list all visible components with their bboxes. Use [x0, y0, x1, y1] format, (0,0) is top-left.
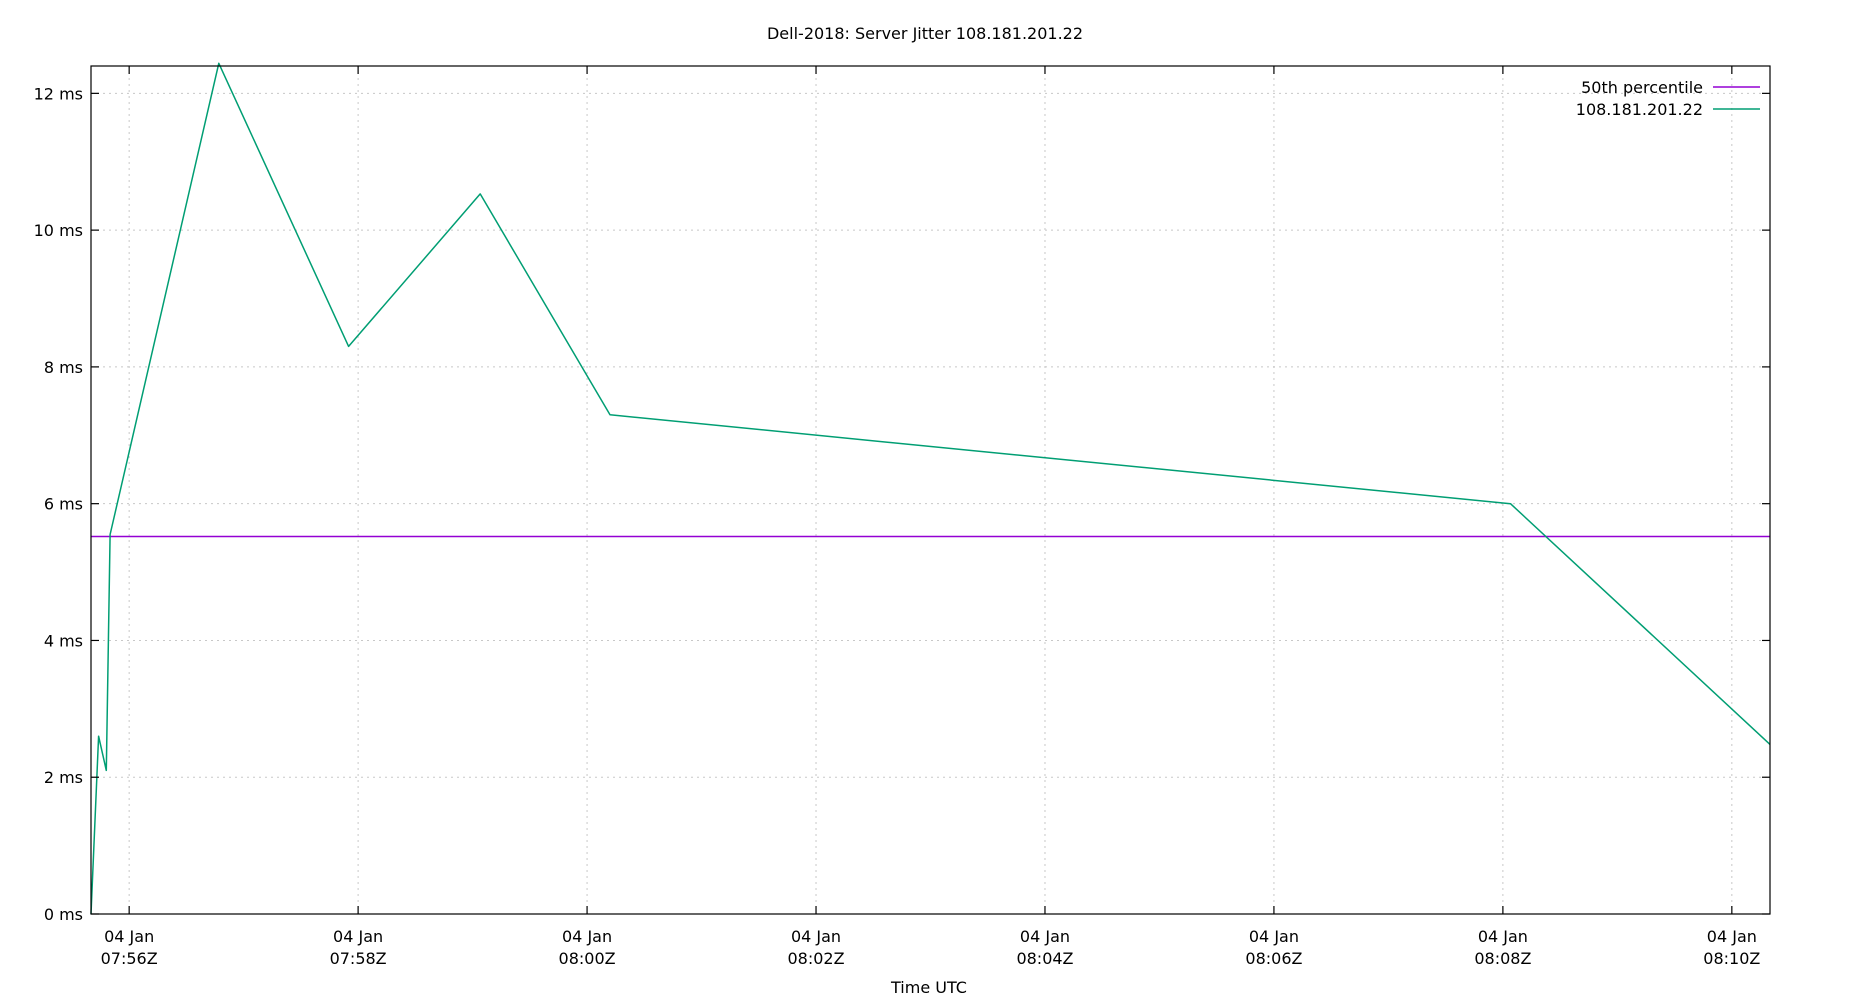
- x-tick-label: 04 Jan 07:56Z: [101, 927, 158, 968]
- y-tick-label: 10 ms: [34, 221, 83, 240]
- legend-label: 50th percentile: [1581, 78, 1703, 97]
- x-axis-label: Time UTC: [890, 978, 967, 997]
- x-tick-label: 04 Jan 08:08Z: [1474, 927, 1531, 968]
- series-layer: [90, 62, 1771, 915]
- y-tick-label: 12 ms: [34, 84, 83, 103]
- y-axis: 0 ms 2 ms 4 ms 6 ms 8 ms 10 ms 12 ms: [34, 84, 1770, 924]
- x-tick-label: 04 Jan 08:10Z: [1703, 927, 1760, 968]
- legend-label: 108.181.201.22: [1576, 100, 1703, 119]
- legend: 50th percentile 108.181.201.22: [1576, 78, 1760, 119]
- y-tick-label: 0 ms: [44, 905, 83, 924]
- x-tick-label: 04 Jan 07:58Z: [330, 927, 387, 968]
- chart-title: Dell-2018: Server Jitter 108.181.201.22: [767, 24, 1083, 43]
- x-axis: 04 Jan 07:56Z 04 Jan 07:58Z 04 Jan 08:00Z 04 J…: [101, 66, 1760, 968]
- series-108-181-201-22: [90, 62, 1771, 915]
- x-tick-label: 04 Jan 08:02Z: [787, 927, 844, 968]
- x-tick-label: 04 Jan 08:04Z: [1016, 927, 1073, 968]
- y-tick-label: 2 ms: [44, 768, 83, 787]
- y-tick-label: 8 ms: [44, 358, 83, 377]
- grid: [91, 66, 1770, 914]
- x-tick-label: 04 Jan 08:00Z: [559, 927, 616, 968]
- y-tick-label: 6 ms: [44, 495, 83, 514]
- y-tick-label: 4 ms: [44, 631, 83, 650]
- plot-frame: [90, 65, 1771, 915]
- x-tick-label: 04 Jan 08:06Z: [1245, 927, 1302, 968]
